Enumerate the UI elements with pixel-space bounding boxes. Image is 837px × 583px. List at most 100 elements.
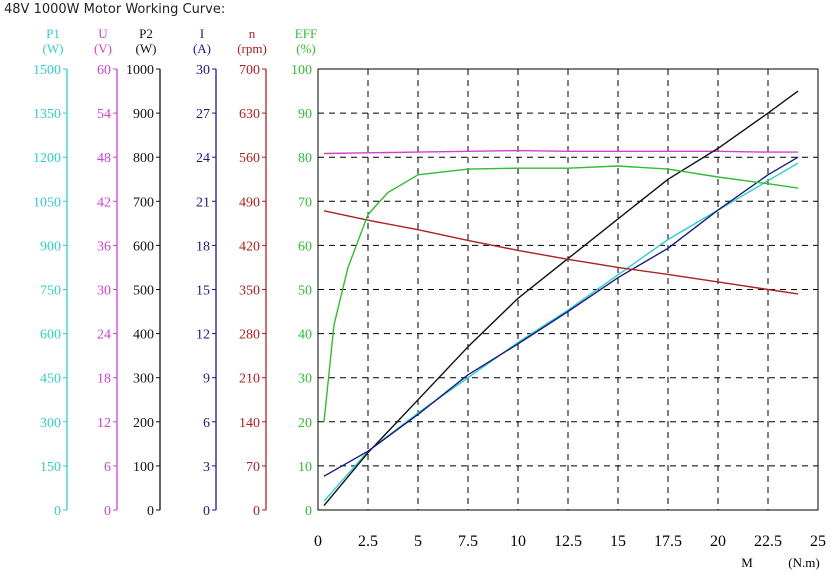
y-tick-label-I: 21 (196, 195, 210, 210)
y-tick-label-U: 30 (97, 284, 111, 299)
y-tick-label-I: 18 (196, 239, 210, 254)
x-axis-unit: (N.m) (788, 555, 819, 570)
series-line-P1 (323, 162, 799, 502)
series-line-U (323, 149, 798, 155)
y-tick-label-n: 280 (239, 328, 260, 343)
series-line-EFF (323, 165, 799, 422)
y-tick-label-U: 36 (97, 239, 111, 254)
y-tick-label-I: 12 (196, 328, 210, 343)
x-tick-label: 10 (510, 533, 526, 550)
series-line-I (323, 156, 799, 477)
y-tick-label-P1: 0 (54, 504, 61, 519)
y-tick-label-P1: 900 (40, 239, 61, 254)
y-tick-label-EFF: 10 (298, 460, 312, 475)
y-tick-label-P1: 150 (40, 460, 61, 475)
y-tick-label-P2: 500 (133, 284, 154, 299)
y-tick-label-P2: 200 (133, 416, 154, 431)
y-tick-label-U: 12 (97, 416, 111, 431)
y-tick-label-U: 48 (97, 151, 111, 166)
y-tick-label-P2: 0 (147, 504, 154, 519)
y-tick-label-I: 9 (203, 372, 210, 387)
y-tick-label-P1: 600 (40, 328, 61, 343)
y-axis-name-EFF: EFF (295, 26, 317, 41)
y-tick-label-n: 210 (239, 372, 260, 387)
y-axis-name-P1: P1 (46, 26, 60, 41)
y-tick-label-P1: 450 (40, 372, 61, 387)
series-line-n (323, 210, 799, 295)
y-axis-unit-n: (rpm) (237, 41, 267, 56)
chart-title: 48V 1000W Motor Working Curve: (4, 2, 226, 17)
y-axis-unit-I: (A) (193, 41, 211, 56)
y-tick-label-P1: 1050 (33, 195, 61, 210)
y-tick-label-P2: 600 (133, 239, 154, 254)
y-tick-label-P2: 700 (133, 195, 154, 210)
y-tick-label-P2: 300 (133, 372, 154, 387)
y-tick-label-EFF: 40 (298, 328, 312, 343)
y-axis-unit-P2: (W) (136, 41, 157, 56)
y-tick-label-EFF: 70 (298, 195, 312, 210)
y-tick-label-n: 140 (239, 416, 260, 431)
x-tick-label: 15 (610, 533, 626, 550)
y-tick-label-P2: 900 (133, 107, 154, 122)
x-tick-label: 0 (314, 533, 322, 550)
y-axis-name-P2: P2 (139, 26, 153, 41)
y-tick-label-U: 18 (97, 372, 111, 387)
y-tick-label-EFF: 60 (298, 239, 312, 254)
y-tick-label-n: 560 (239, 151, 260, 166)
y-tick-label-P2: 800 (133, 151, 154, 166)
y-tick-label-P1: 1200 (33, 151, 61, 166)
x-tick-label: 25 (810, 533, 826, 550)
y-tick-label-n: 70 (246, 460, 260, 475)
x-tick-label: 7.5 (458, 533, 478, 550)
y-tick-label-EFF: 100 (291, 63, 312, 78)
y-tick-label-P1: 750 (40, 284, 61, 299)
y-axis-name-U: U (98, 26, 108, 41)
y-tick-label-I: 24 (196, 151, 210, 166)
y-tick-label-EFF: 90 (298, 107, 312, 122)
y-tick-label-EFF: 80 (298, 151, 312, 166)
x-tick-label: 2.5 (358, 533, 378, 550)
y-tick-label-I: 6 (203, 416, 210, 431)
y-tick-label-EFF: 30 (298, 372, 312, 387)
series-line-P2 (323, 90, 799, 507)
y-tick-label-P2: 100 (133, 460, 154, 475)
y-tick-label-I: 0 (203, 504, 210, 519)
y-tick-label-P1: 1500 (33, 63, 61, 78)
x-tick-label: 20 (710, 533, 726, 550)
y-tick-label-EFF: 50 (298, 284, 312, 299)
y-tick-label-U: 6 (104, 460, 111, 475)
y-tick-label-I: 27 (196, 107, 210, 122)
y-axis-name-I: I (200, 26, 204, 41)
y-tick-label-n: 0 (253, 504, 260, 519)
x-axis-label: M (741, 555, 753, 570)
y-tick-label-P1: 300 (40, 416, 61, 431)
y-axis-unit-EFF: (%) (296, 41, 316, 56)
y-tick-label-n: 420 (239, 239, 260, 254)
y-tick-label-P1: 1350 (33, 107, 61, 122)
y-tick-label-n: 350 (239, 284, 260, 299)
y-tick-label-EFF: 20 (298, 416, 312, 431)
y-tick-label-U: 0 (104, 504, 111, 519)
y-tick-label-I: 30 (196, 63, 210, 78)
y-axis-unit-P1: (W) (43, 41, 64, 56)
y-tick-label-I: 15 (196, 284, 210, 299)
y-axis-name-n: n (249, 26, 256, 41)
y-tick-label-U: 24 (97, 328, 111, 343)
x-tick-label: 17.5 (654, 533, 682, 550)
y-tick-label-U: 42 (97, 195, 111, 210)
y-tick-label-I: 3 (203, 460, 210, 475)
x-tick-label: 12.5 (554, 533, 582, 550)
y-tick-label-n: 700 (239, 63, 260, 78)
y-tick-label-U: 54 (97, 107, 111, 122)
y-tick-label-P2: 1000 (126, 63, 154, 78)
y-tick-label-P2: 400 (133, 328, 154, 343)
y-axis-unit-U: (V) (94, 41, 112, 56)
y-tick-label-U: 60 (97, 63, 111, 78)
x-tick-label: 22.5 (754, 533, 782, 550)
x-tick-label: 5 (414, 533, 422, 550)
y-tick-label-n: 490 (239, 195, 260, 210)
y-tick-label-n: 630 (239, 107, 260, 122)
y-tick-label-EFF: 0 (305, 504, 312, 519)
